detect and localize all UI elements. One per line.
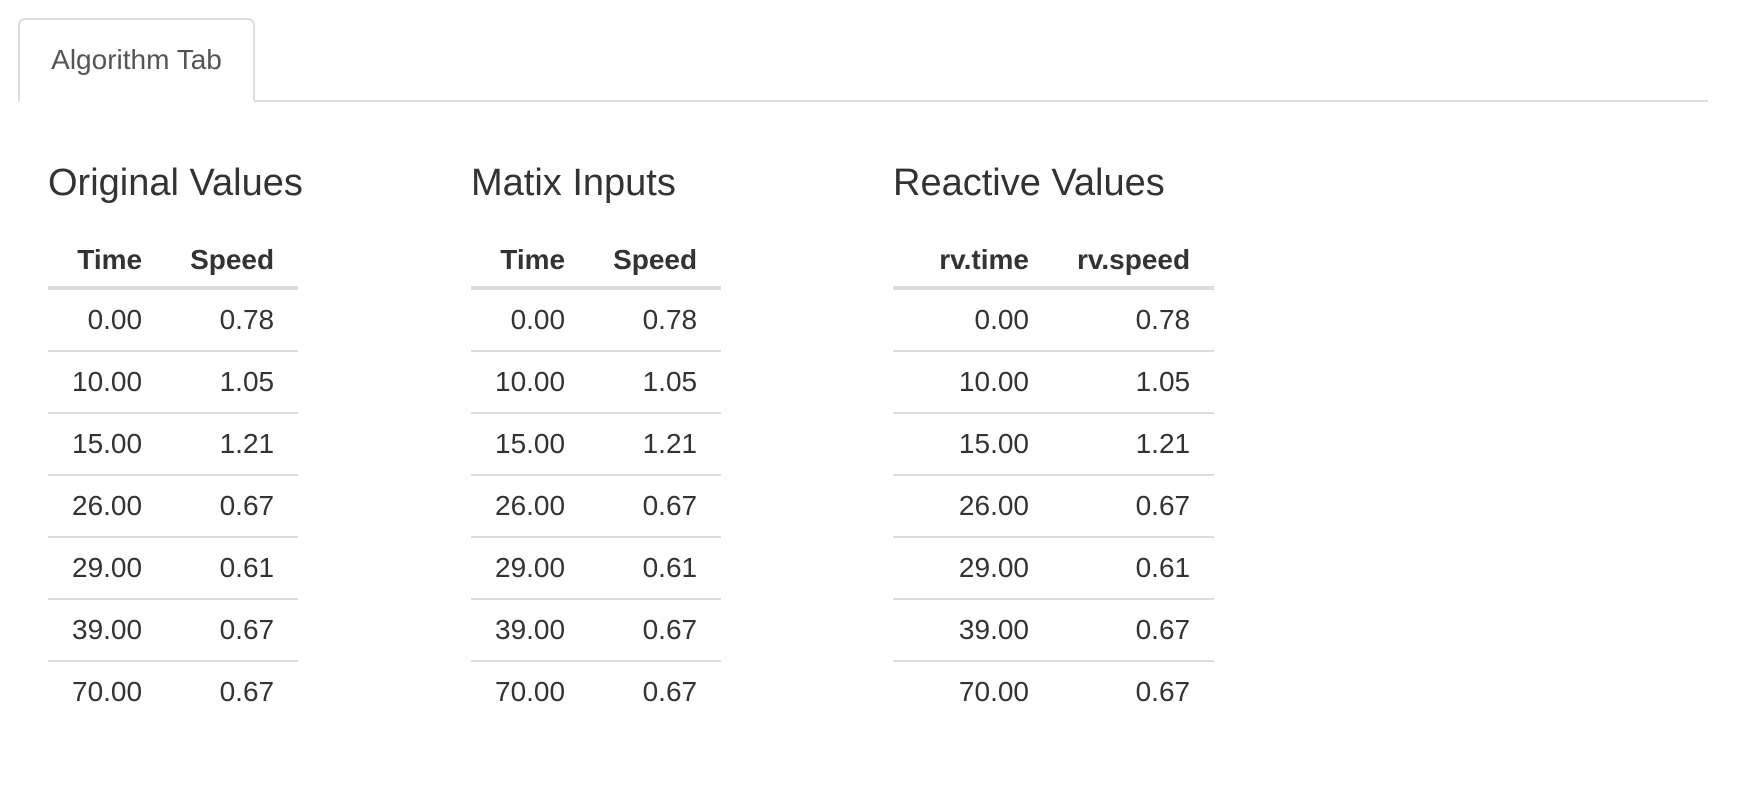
table-cell: 15.00 [471, 412, 590, 475]
panel-original-values: Original Values Time Speed 0.00 0.78 10.00… [48, 158, 303, 722]
table-row: 15.00 1.21 [48, 412, 299, 475]
table-row: 70.00 0.67 [48, 660, 299, 722]
table-cell: 1.05 [166, 350, 299, 413]
table-header-row: Time Speed [471, 234, 722, 290]
table-row: 0.00 0.78 [48, 288, 298, 351]
table-cell: 0.78 [219, 304, 275, 335]
table-row: 10.00 1.05 [893, 350, 1215, 413]
values-table: Time Speed 0.00 0.78 10.00 1.05 15.00 1.21 26.… [471, 234, 722, 722]
table-row: 29.00 0.61 [893, 536, 1215, 599]
table-row: 70.00 0.67 [471, 660, 722, 722]
table-cell: 29.00 [471, 536, 590, 599]
column-header: Time [48, 234, 167, 290]
table-cell: 26.00 [471, 474, 590, 537]
table-cell: 0.67 [1053, 598, 1215, 661]
table-cell: 0.67 [1053, 474, 1215, 537]
table-cell: 0.61 [1053, 536, 1215, 599]
table-row: 10.00 1.05 [48, 350, 299, 413]
table-cell: 1.21 [1053, 412, 1215, 475]
table-row: 10.00 1.05 [471, 350, 722, 413]
table-cell: 0.00 [87, 304, 143, 335]
table-cell: 0.67 [166, 474, 299, 537]
values-table: Time Speed 0.00 0.78 10.00 1.05 15.00 1.21 26.… [48, 234, 299, 722]
table-cell: 0.61 [589, 536, 722, 599]
column-header: Speed [166, 234, 299, 290]
table-row: 26.00 0.67 [471, 474, 722, 537]
table-row: 39.00 0.67 [893, 598, 1215, 661]
values-table: rv.time rv.speed 0.00 0.78 10.00 1.05 15.00 1… [893, 234, 1215, 722]
table-row: 0.00 0.78 [893, 288, 1214, 351]
table-cell: 10.00 [471, 350, 590, 413]
panel-title: Matix Inputs [471, 162, 676, 204]
table-cell: 0.67 [166, 660, 299, 722]
table-row: 15.00 1.21 [471, 412, 722, 475]
table-cell: 0.67 [589, 474, 722, 537]
panel-matix-inputs: Matix Inputs Time Speed 0.00 0.78 10.00 1.0… [471, 158, 722, 722]
tab-algorithm[interactable]: Algorithm Tab [18, 18, 255, 102]
table-header-row: Time Speed [48, 234, 299, 290]
table-row: 0.00 0.78 [471, 288, 721, 351]
table-cell: 15.00 [893, 412, 1053, 475]
column-header: Speed [589, 234, 722, 290]
table-cell: 0.78 [1135, 304, 1191, 335]
panel-title: Reactive Values [893, 162, 1165, 204]
table-row: 70.00 0.67 [893, 660, 1215, 722]
table-cell: 10.00 [48, 350, 167, 413]
table-cell: 15.00 [48, 412, 167, 475]
table-cell: 0.67 [166, 598, 299, 661]
column-header: rv.speed [1053, 234, 1215, 290]
table-cell: 70.00 [893, 660, 1053, 722]
table-cell: 1.05 [589, 350, 722, 413]
table-row: 29.00 0.61 [471, 536, 722, 599]
table-cell: 26.00 [893, 474, 1053, 537]
table-cell: 26.00 [48, 474, 167, 537]
table-cell: 0.00 [974, 304, 1030, 335]
table-cell: 10.00 [893, 350, 1053, 413]
column-header: rv.time [893, 234, 1053, 290]
table-cell: 1.21 [166, 412, 299, 475]
table-row: 26.00 0.67 [48, 474, 299, 537]
table-row: 39.00 0.67 [48, 598, 299, 661]
table-header-row: rv.time rv.speed [893, 234, 1215, 290]
panel-title: Original Values [48, 162, 303, 204]
table-cell: 39.00 [48, 598, 167, 661]
table-cell: 39.00 [471, 598, 590, 661]
table-row: 26.00 0.67 [893, 474, 1215, 537]
table-cell: 0.67 [1053, 660, 1215, 722]
table-cell: 0.61 [166, 536, 299, 599]
table-cell: 0.00 [510, 304, 566, 335]
table-cell: 0.78 [642, 304, 698, 335]
table-row: 39.00 0.67 [471, 598, 722, 661]
table-cell: 39.00 [893, 598, 1053, 661]
table-cell: 0.67 [589, 660, 722, 722]
table-row: 29.00 0.61 [48, 536, 299, 599]
table-row: 15.00 1.21 [893, 412, 1215, 475]
table-cell: 29.00 [893, 536, 1053, 599]
table-cell: 1.05 [1053, 350, 1215, 413]
table-cell: 1.21 [589, 412, 722, 475]
table-cell: 29.00 [48, 536, 167, 599]
panel-reactive-values: Reactive Values rv.time rv.speed 0.00 0.7… [893, 158, 1215, 722]
tab-strip: Algorithm Tab [18, 18, 1708, 102]
table-cell: 70.00 [48, 660, 167, 722]
column-header: Time [471, 234, 590, 290]
table-cell: 0.67 [589, 598, 722, 661]
table-cell: 70.00 [471, 660, 590, 722]
